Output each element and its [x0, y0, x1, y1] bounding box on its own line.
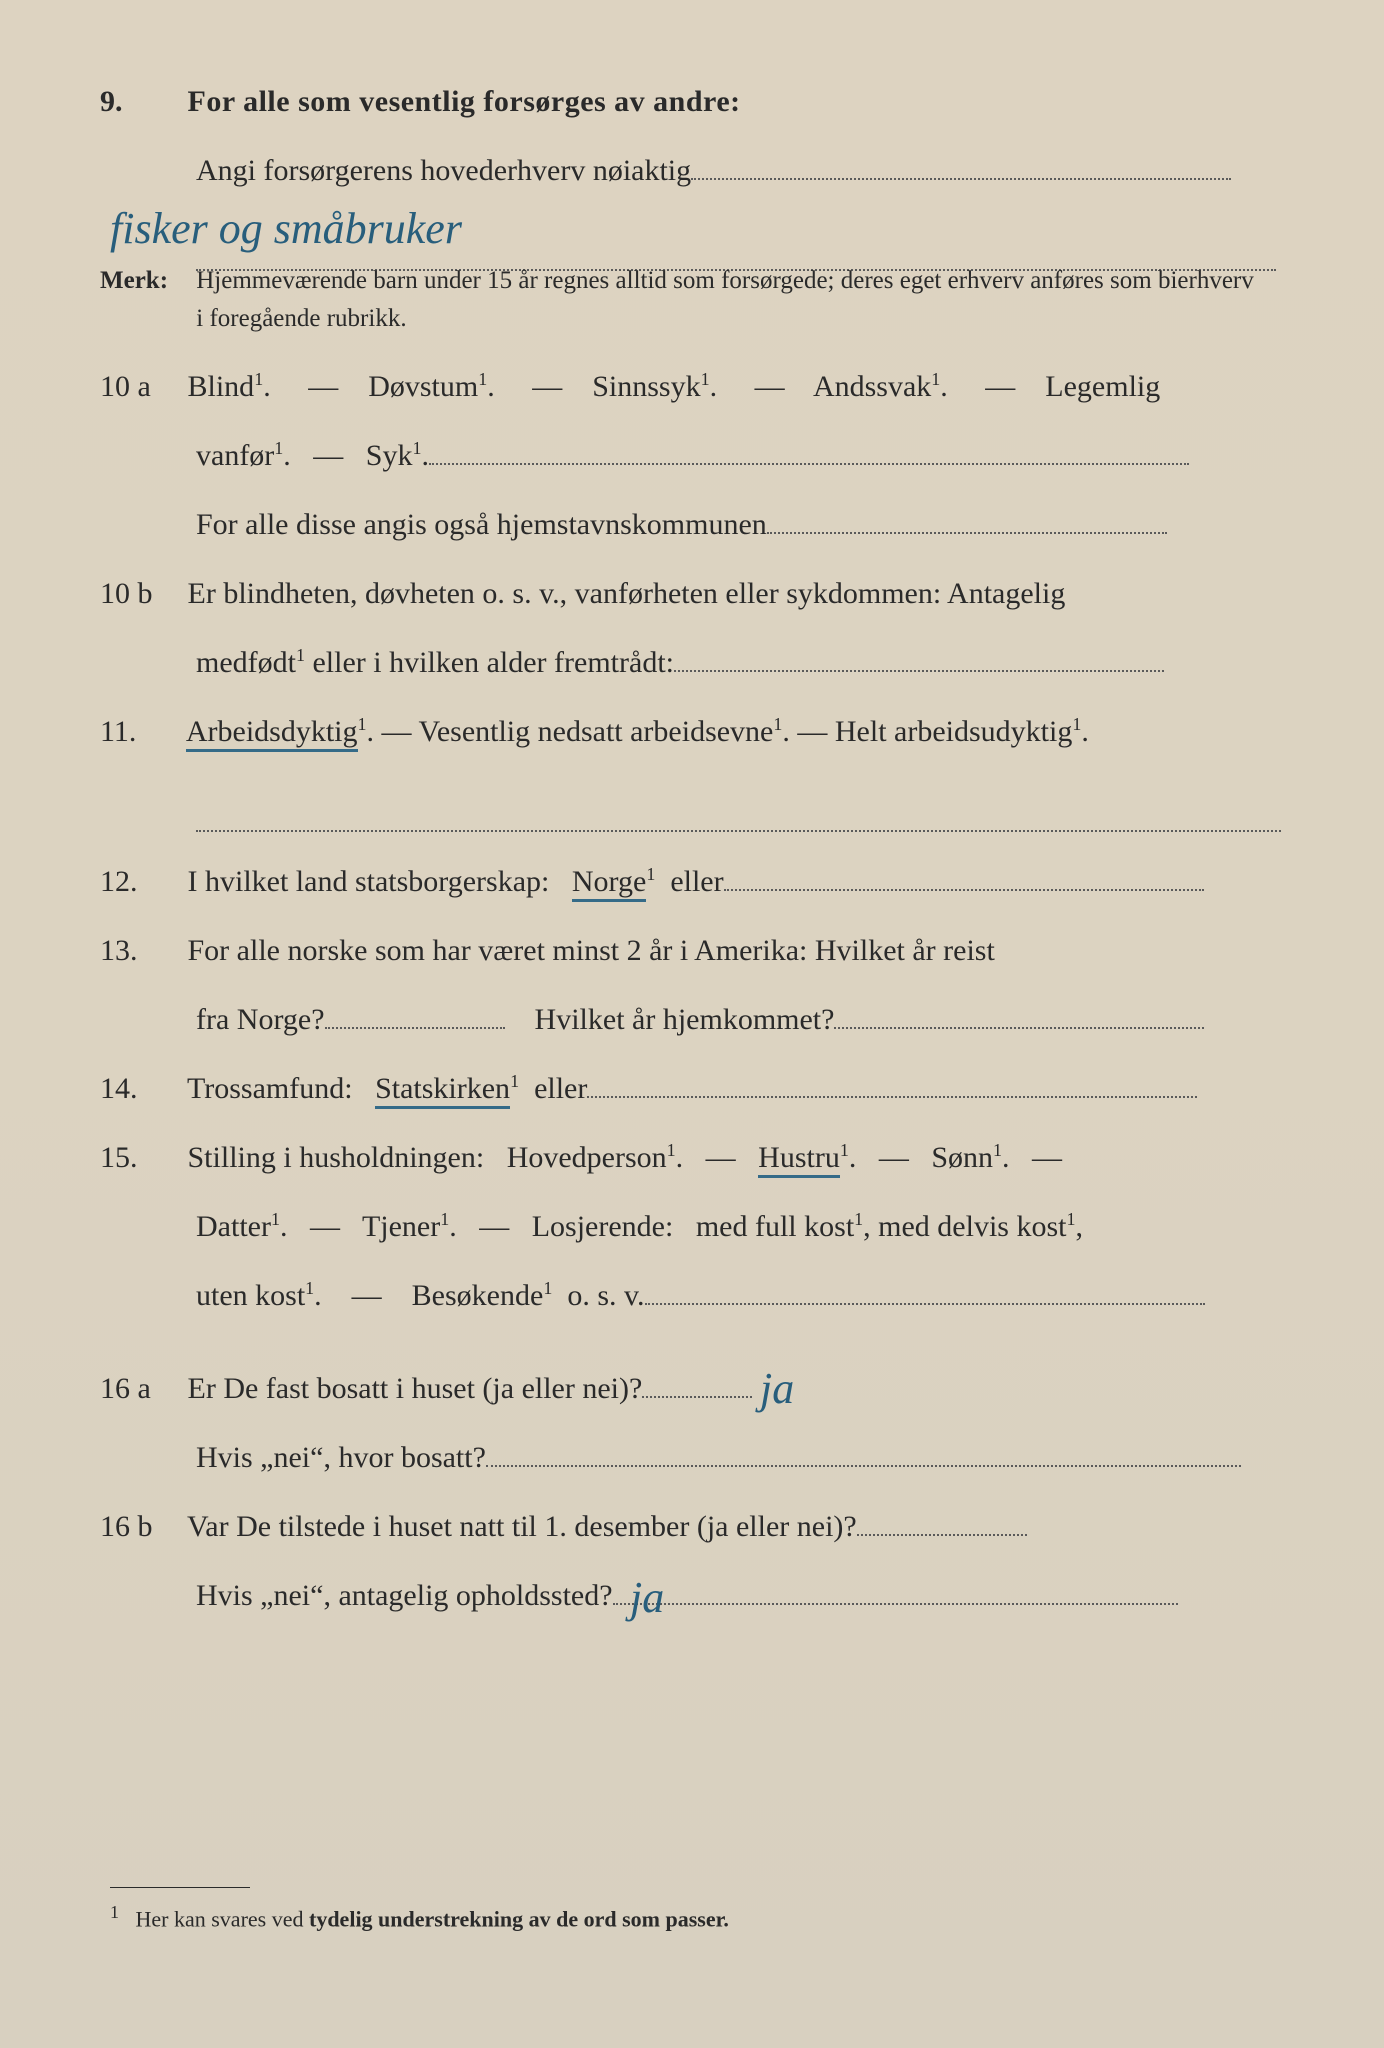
q12-eller: eller [670, 865, 723, 898]
q16a-sub-row: Hvis „nei“, hvor bosatt? [100, 1426, 1289, 1489]
q14-eller: eller [534, 1072, 587, 1105]
q13-fra-norge: fra Norge? [196, 1003, 325, 1036]
q15-delvis-kost: med delvis kost [878, 1210, 1066, 1243]
q16a-number: 16 a [100, 1357, 180, 1420]
q15-pre: Stilling i husholdningen: [188, 1141, 485, 1174]
q10a-row3: For alle disse angis også hjemstavnskomm… [100, 493, 1289, 556]
q10b-eller: eller i hvilken alder fremtrådt: [312, 646, 674, 679]
q15-full-kost: med full kost [696, 1210, 854, 1243]
q10a-hjemstavn: For alle disse angis også hjemstavnskomm… [196, 508, 767, 541]
q14-row: 14. Trossamfund: Statskirken1 eller [100, 1057, 1289, 1120]
q15-besokende: Besøkende [412, 1279, 544, 1312]
merk-note: Merk: Hjemmeværende barn under 15 år reg… [100, 262, 1289, 337]
q13-number: 13. [100, 919, 180, 982]
q15-sonn: Sønn [931, 1141, 993, 1174]
q16a-answer: ja [760, 1343, 794, 1435]
q10a-opt-dovstum: Døvstum [368, 370, 478, 403]
q10a-opt-blind: Blind [188, 370, 255, 403]
q11-blank-line [100, 769, 1289, 832]
q11-opt3: Helt arbeidsudyktig [835, 715, 1072, 748]
q12-norge-underlined: Norge [572, 865, 646, 902]
q15-losjerende: Losjerende: [532, 1210, 674, 1243]
q16a-question: Er De fast bosatt i huset (ja eller nei)… [188, 1372, 643, 1405]
q10b-row2: medfødt1 eller i hvilken alder fremtrådt… [100, 631, 1289, 694]
q15-number: 15. [100, 1126, 180, 1189]
q11-number: 11. [100, 700, 180, 763]
q14-statskirken-underlined: Statskirken [375, 1072, 510, 1109]
q13-hjemkommet: Hvilket år hjemkommet? [535, 1003, 835, 1036]
merk-label: Merk: [100, 262, 190, 300]
q14-number: 14. [100, 1057, 180, 1120]
q12-number: 12. [100, 850, 180, 913]
q10b-line1: Er blindheten, døvheten o. s. v., vanfør… [188, 577, 1066, 610]
q10a-vanfor: vanfør [196, 439, 274, 472]
q13-row2: fra Norge? Hvilket år hjemkommet? [100, 988, 1289, 1051]
q10a-row2: vanfør1. — Syk1. [100, 424, 1289, 487]
q16a-row: 16 a Er De fast bosatt i huset (ja eller… [100, 1357, 1289, 1420]
q10a-row1: 10 a Blind1. — Døvstum1. — Sinnssyk1. — … [100, 355, 1289, 418]
q9-number: 9. [100, 70, 180, 133]
q15-uten-kost: uten kost [196, 1279, 305, 1312]
q13-line1: For alle norske som har været minst 2 år… [188, 934, 995, 967]
q10a-opt-legemlig: Legemlig [1045, 370, 1160, 403]
footnote-text: Her kan svares ved tydelig understreknin… [136, 1907, 729, 1932]
q10a-opt-andssvak: Andssvak [813, 370, 931, 403]
q15-hovedperson: Hovedperson [507, 1141, 667, 1174]
q9-answer-line [100, 208, 1289, 256]
footnote-marker: 1 [110, 1902, 119, 1922]
q10b-row1: 10 b Er blindheten, døvheten o. s. v., v… [100, 562, 1289, 625]
q15-hustru-underlined: Hustru [758, 1141, 840, 1178]
q16a-sub: Hvis „nei“, hvor bosatt? [196, 1441, 486, 1474]
q9-heading-row: 9. For alle som vesentlig forsørges av a… [100, 70, 1289, 133]
q16b-number: 16 b [100, 1495, 180, 1558]
footnote: 1 Her kan svares ved tydelig understrekn… [110, 1887, 729, 1943]
q11-row: 11. Arbeidsdyktig1. — Vesentlig nedsatt … [100, 700, 1289, 763]
q15-row2: Datter1. — Tjener1. — Losjerende: med fu… [100, 1195, 1289, 1258]
q16b-row: 16 b Var De tilstede i huset natt til 1.… [100, 1495, 1289, 1558]
q15-row1: 15. Stilling i husholdningen: Hovedperso… [100, 1126, 1289, 1189]
q9-heading: For alle som vesentlig forsørges av andr… [188, 85, 741, 118]
q13-row1: 13. For alle norske som har været minst … [100, 919, 1289, 982]
q12-row: 12. I hvilket land statsborgerskap: Norg… [100, 850, 1289, 913]
q15-tjener: Tjener [362, 1210, 440, 1243]
q16b-sub: Hvis „nei“, antagelig opholdssted? [196, 1579, 613, 1612]
q15-datter: Datter [196, 1210, 271, 1243]
q10b-medfodt: medfødt [196, 646, 296, 679]
q10a-opt-sinnssyk: Sinnssyk [592, 370, 700, 403]
q11-opt1-underlined: Arbeidsdyktig [186, 715, 358, 752]
census-form-page: 9. For alle som vesentlig forsørges av a… [0, 0, 1384, 2048]
q9-line1-row: Angi forsørgerens hovederhverv nøiaktig … [100, 139, 1289, 202]
q15-row3: uten kost1. — Besøkende1 o. s. v. [100, 1264, 1289, 1327]
q14-pre: Trossamfund: [187, 1072, 353, 1105]
q16b-answer: ja [630, 1552, 664, 1644]
q16b-sub-row: Hvis „nei“, antagelig opholdssted? ja [100, 1564, 1289, 1627]
q15-osv: o. s. v. [567, 1279, 644, 1312]
q10b-number: 10 b [100, 562, 180, 625]
q11-opt2: Vesentlig nedsatt arbeidsevne [418, 715, 773, 748]
q10a-syk: Syk [366, 439, 413, 472]
merk-text: Hjemmeværende barn under 15 år regnes al… [196, 262, 1256, 337]
q16b-question: Var De tilstede i huset natt til 1. dese… [187, 1510, 857, 1543]
q12-pre: I hvilket land statsborgerskap: [188, 865, 550, 898]
footnote-rule [110, 1887, 250, 1888]
q10a-number: 10 a [100, 355, 180, 418]
